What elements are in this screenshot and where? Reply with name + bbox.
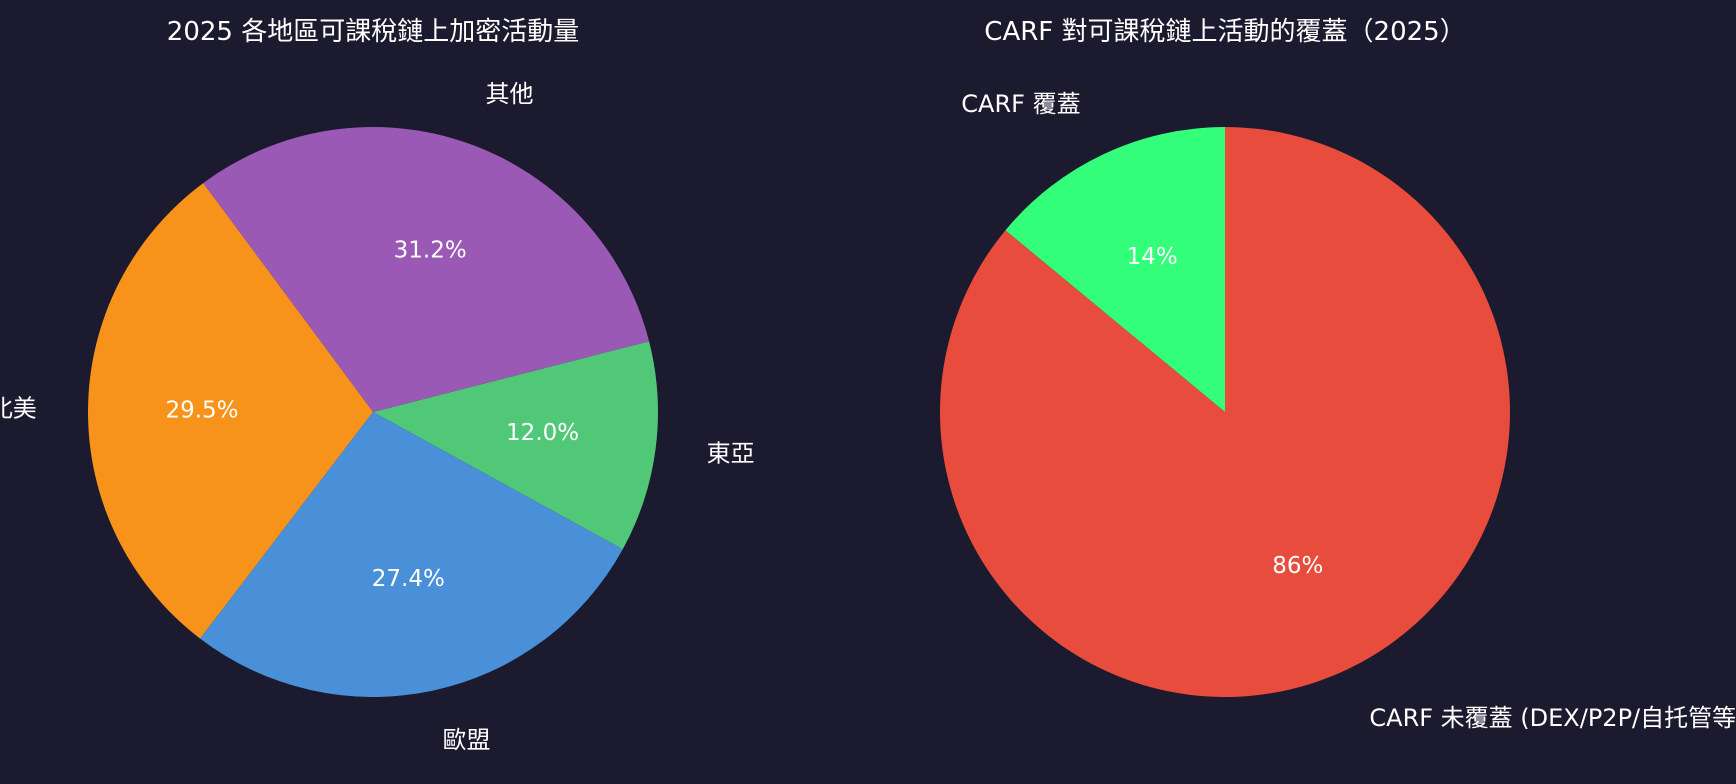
pie-slice — [373, 341, 659, 550]
chart-title: CARF 對可課稅鏈上活動的覆蓋（2025） — [984, 17, 1465, 47]
slice-percent-label: 86% — [1272, 553, 1323, 579]
carf-coverage-pie-chart: CARF 對可課稅鏈上活動的覆蓋（2025） CARF 覆蓋 14% CARF 未覆… — [939, 17, 1736, 732]
pie-slice — [203, 126, 650, 412]
slice-label: CARF 未覆蓋 (DEX/P2P/自托管等) — [1369, 704, 1736, 732]
slice-percent-label: 14% — [1127, 244, 1178, 270]
regional-pie-chart: 2025 各地區可課稅鏈上加密活動量 東亞 12.0% 其他 31.2% 北美 29.5%… — [0, 17, 755, 754]
slice-label: 其他 — [486, 80, 534, 108]
slice-label: 北美 — [0, 395, 37, 423]
pie-slice — [200, 412, 623, 697]
slice-label: CARF 覆蓋 — [961, 90, 1080, 118]
slice-percent-label: 27.4% — [372, 566, 445, 592]
slice-label: 歐盟 — [443, 726, 491, 754]
pie-slice — [1005, 126, 1225, 412]
pie-slice — [939, 127, 1510, 698]
slice-percent-label: 12.0% — [506, 420, 579, 446]
pie-slice — [88, 183, 374, 639]
chart-title: 2025 各地區可課稅鏈上加密活動量 — [167, 17, 579, 47]
slice-percent-label: 29.5% — [165, 397, 238, 423]
slice-label: 東亞 — [707, 439, 755, 467]
slice-percent-label: 31.2% — [394, 237, 467, 263]
